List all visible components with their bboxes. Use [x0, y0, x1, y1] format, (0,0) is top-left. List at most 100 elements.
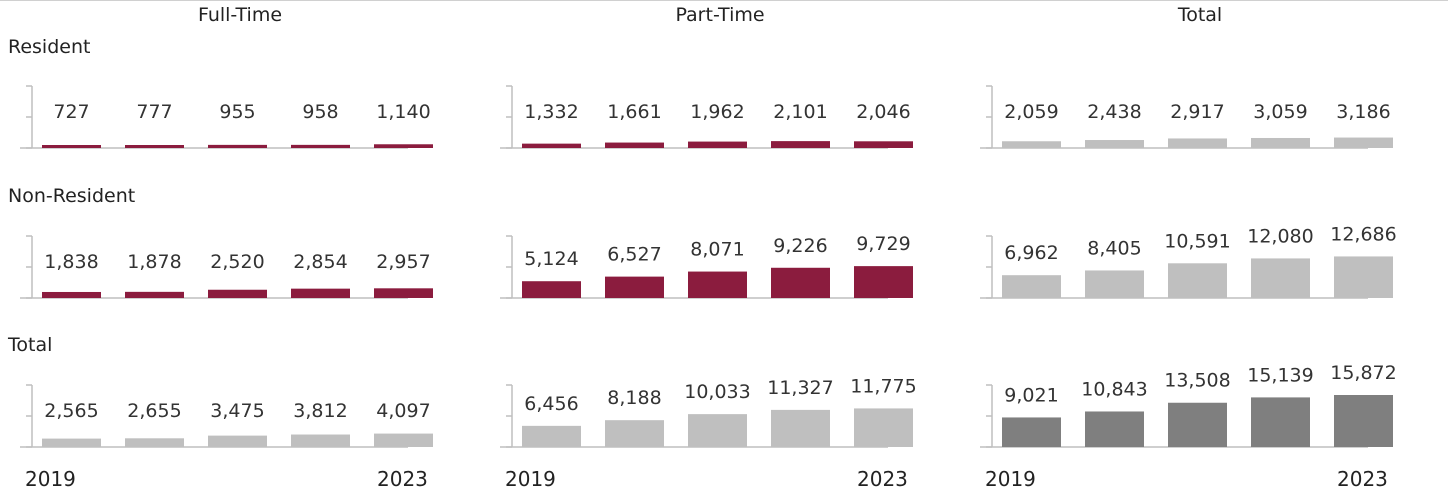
data-label-2020: 1,878	[127, 251, 181, 273]
bar-2020	[1085, 140, 1144, 148]
bar-2023	[854, 266, 913, 298]
bar-2019	[42, 145, 101, 148]
bar-2021	[688, 141, 747, 148]
data-label-2019: 5,124	[524, 248, 578, 270]
bar-2022	[291, 144, 350, 148]
data-label-2020: 777	[136, 101, 172, 123]
data-label-2019: 1,332	[524, 101, 578, 123]
bar-2023	[854, 141, 913, 148]
data-label-2021: 3,475	[210, 400, 264, 422]
bar-2023	[1334, 137, 1393, 148]
x-label-start-part-time: 2019	[505, 467, 556, 491]
bar-2021	[688, 414, 747, 447]
data-label-2023: 9,729	[856, 233, 910, 255]
bar-2021	[1168, 263, 1227, 298]
data-label-2019: 2,059	[1004, 101, 1058, 123]
row-header-non-resident: Non-Resident	[8, 185, 136, 207]
x-label-end-part-time: 2023	[857, 467, 908, 491]
bar-2023	[374, 288, 433, 298]
data-label-2021: 10,591	[1164, 230, 1230, 252]
data-label-2020: 8,405	[1087, 237, 1141, 259]
data-label-2019: 9,021	[1004, 384, 1058, 406]
data-label-2021: 2,520	[210, 251, 264, 273]
data-label-2023: 11,775	[850, 375, 916, 397]
x-label-start-total: 2019	[985, 467, 1036, 491]
data-label-2019: 6,962	[1004, 242, 1058, 264]
bar-2019	[1002, 275, 1061, 298]
data-label-2021: 2,917	[1170, 101, 1224, 123]
bar-2020	[125, 438, 184, 447]
bar-2020	[125, 291, 184, 298]
column-header-total: Total	[1177, 4, 1223, 26]
x-label-start-full-time: 2019	[25, 467, 76, 491]
bar-2019	[522, 425, 581, 447]
bar-2022	[1251, 137, 1310, 148]
bar-2019	[1002, 141, 1061, 148]
data-label-2020: 6,527	[607, 244, 661, 266]
bar-2020	[1085, 411, 1144, 447]
panel-total-total: 9,021 10,843 13,508 15,139 15,872	[980, 362, 1397, 448]
bar-2021	[1168, 138, 1227, 148]
panel-resident-full-time: 727 777 955 958 1,140	[20, 85, 433, 149]
bar-2021	[208, 289, 267, 298]
panel-total-part-time: 6,456 8,188 10,033 11,327 11,775	[500, 375, 917, 448]
data-label-2020: 1,661	[607, 101, 661, 123]
bar-2020	[125, 145, 184, 148]
data-label-2020: 2,655	[127, 400, 181, 422]
bar-2020	[1085, 270, 1144, 298]
bar-2020	[605, 276, 664, 298]
data-label-2023: 1,140	[376, 101, 430, 123]
bar-2023	[1334, 395, 1393, 447]
data-label-2022: 2,101	[773, 101, 827, 123]
x-label-end-total: 2023	[1337, 467, 1388, 491]
bar-2022	[1251, 258, 1310, 298]
data-label-2021: 955	[219, 101, 255, 123]
bar-2022	[771, 141, 830, 148]
data-label-2022: 3,059	[1253, 101, 1307, 123]
data-label-2021: 1,962	[690, 101, 744, 123]
data-label-2019: 2,565	[44, 400, 98, 422]
bar-2019	[522, 143, 581, 148]
data-label-2023: 2,957	[376, 251, 430, 273]
data-label-2020: 2,438	[1087, 101, 1141, 123]
panel-non-resident-part-time: 5,124 6,527 8,071 9,226 9,729	[500, 233, 913, 299]
data-label-2023: 3,186	[1336, 101, 1390, 123]
bar-2020	[605, 420, 664, 447]
bar-2019	[42, 438, 101, 447]
column-header-part-time: Part-Time	[675, 4, 765, 26]
bar-2022	[1251, 397, 1310, 447]
data-label-2023: 4,097	[376, 400, 430, 422]
data-label-2022: 3,812	[293, 400, 347, 422]
data-label-2021: 13,508	[1164, 370, 1230, 392]
panel-non-resident-total: 6,962 8,405 10,591 12,080 12,686	[980, 223, 1397, 299]
bar-2022	[771, 267, 830, 298]
bar-2019	[1002, 417, 1061, 447]
data-label-2019: 727	[53, 101, 89, 123]
data-label-2023: 15,872	[1330, 362, 1396, 384]
bar-2023	[374, 433, 433, 447]
panel-total-full-time: 2,565 2,655 3,475 3,812 4,097	[20, 384, 433, 448]
row-header-total: Total	[8, 334, 53, 356]
x-label-end-full-time: 2023	[377, 467, 428, 491]
data-label-2023: 2,046	[856, 101, 910, 123]
data-label-2021: 10,033	[684, 381, 750, 403]
bar-2022	[771, 409, 830, 447]
bar-2023	[854, 408, 913, 447]
bar-2022	[291, 434, 350, 447]
bar-2019	[522, 281, 581, 298]
panel-resident-total: 2,059 2,438 2,917 3,059 3,186	[980, 85, 1393, 149]
bar-2021	[208, 144, 267, 148]
data-label-2022: 11,327	[767, 377, 833, 399]
bar-2023	[374, 144, 433, 148]
bar-2021	[208, 435, 267, 447]
data-label-2020: 10,843	[1081, 378, 1147, 400]
data-label-2019: 6,456	[524, 393, 578, 415]
panel-non-resident-full-time: 1,838 1,878 2,520 2,854 2,957	[20, 235, 433, 299]
data-label-2020: 8,188	[607, 387, 661, 409]
bar-2021	[1168, 402, 1227, 447]
data-label-2022: 958	[302, 101, 338, 123]
row-header-resident: Resident	[8, 36, 91, 58]
data-label-2023: 12,686	[1330, 223, 1396, 245]
bar-2019	[42, 291, 101, 298]
